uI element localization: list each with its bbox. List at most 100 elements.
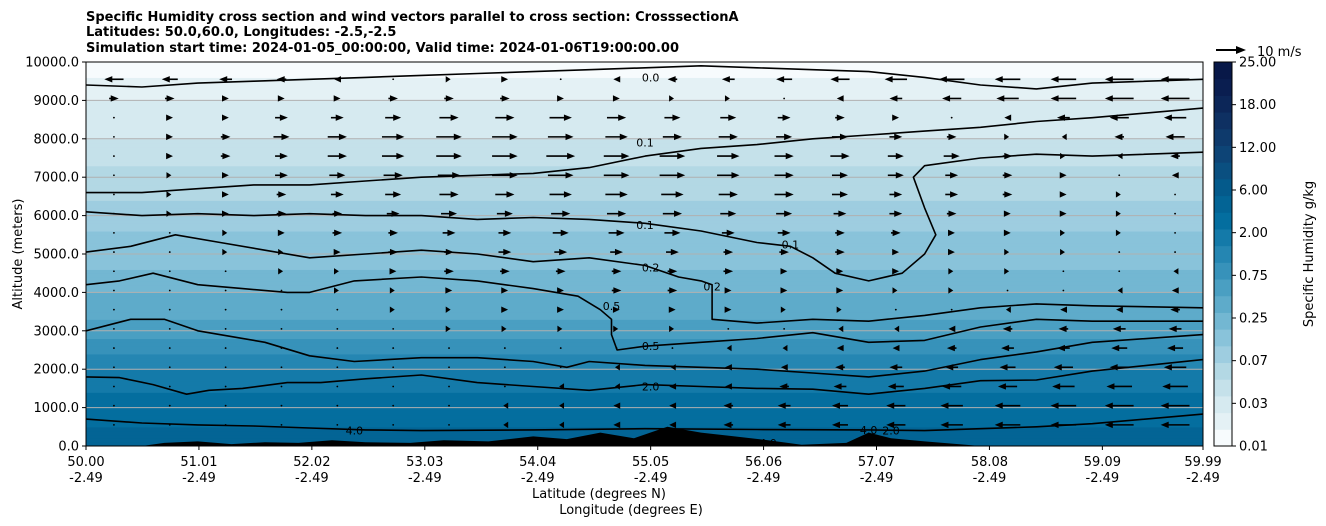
wind-vector-head — [1173, 268, 1179, 275]
wind-vector-head — [557, 287, 564, 294]
wind-vector — [1109, 364, 1129, 371]
colorbar-segment — [1214, 412, 1232, 430]
wind-vector-head — [784, 210, 793, 217]
wind-vector-head — [1168, 325, 1177, 333]
wind-vector-head — [894, 191, 903, 198]
wind-vector — [221, 114, 229, 121]
wind-vector — [224, 270, 227, 273]
wind-vector — [606, 210, 627, 217]
wind-vector — [948, 268, 954, 275]
wind-vector — [166, 133, 173, 141]
wind-vector — [774, 172, 794, 179]
wind-vector — [1104, 421, 1134, 429]
colorbar-segment — [1214, 128, 1232, 146]
humidity-band — [86, 257, 1203, 263]
wind-vector — [334, 268, 339, 275]
wind-vector — [280, 289, 283, 292]
wind-vector-head — [830, 76, 839, 83]
wind-vector — [779, 248, 789, 256]
wind-vector-head — [831, 421, 840, 429]
wind-vector-head — [1050, 402, 1059, 409]
wind-vector — [392, 423, 395, 426]
humidity-band — [86, 158, 1203, 163]
wind-vector-head — [445, 268, 454, 275]
wind-vector-head — [1060, 306, 1068, 313]
humidity-band — [86, 365, 1203, 370]
humidity-band — [86, 307, 1203, 313]
x-tick-label-longitude: -2.49 — [1186, 471, 1220, 486]
wind-vector-head — [278, 191, 287, 198]
wind-vector — [894, 308, 897, 311]
humidity-band — [86, 204, 1203, 209]
colorbar-segment — [1214, 279, 1232, 297]
humidity-band — [86, 104, 1203, 109]
humidity-band — [86, 265, 1203, 270]
wind-vector-head — [1117, 287, 1123, 294]
wind-vector — [887, 383, 904, 390]
x-tick-label-longitude: -2.49 — [408, 471, 442, 486]
wind-vector — [662, 133, 683, 141]
wind-vector-head — [445, 76, 451, 83]
y-tick-label: 0.0 — [58, 440, 79, 455]
wind-vector — [496, 210, 513, 217]
wind-vector-head — [836, 114, 845, 121]
y-tick-label: 10000.0 — [25, 56, 79, 71]
wind-vector-head — [1163, 364, 1172, 371]
colorbar-segment — [1214, 312, 1232, 330]
humidity-band — [86, 165, 1203, 171]
wind-vector-head — [670, 364, 676, 371]
wind-vector — [113, 289, 115, 292]
humidity-band — [86, 142, 1203, 148]
wind-vector — [605, 133, 628, 141]
wind-vector — [950, 116, 953, 119]
wind-vector-head — [613, 287, 622, 294]
wind-vector-head — [222, 248, 228, 256]
humidity-band — [86, 292, 1203, 297]
wind-vector — [385, 114, 402, 121]
wind-vector — [612, 306, 620, 313]
humidity-band — [86, 300, 1203, 305]
humidity-band — [86, 415, 1203, 420]
wind-vector-head — [946, 344, 955, 352]
wind-vector-head — [721, 76, 730, 83]
wind-vector — [614, 364, 620, 371]
wind-vector-head — [836, 344, 844, 352]
wind-vector-head — [1115, 191, 1121, 198]
x-tick-label-longitude: -2.49 — [295, 471, 329, 486]
humidity-band — [86, 346, 1203, 351]
x-axis-label-latitude: Latitude (degrees N) — [532, 487, 666, 502]
wind-vector — [605, 191, 628, 198]
wind-vector-head — [836, 248, 845, 256]
wind-vector — [833, 383, 847, 390]
wind-vector-head — [104, 76, 113, 83]
humidity-band — [86, 211, 1203, 217]
wind-vector — [276, 76, 287, 83]
wind-vector-head — [334, 210, 343, 217]
wind-vector-head — [450, 191, 459, 198]
wind-vector — [109, 95, 119, 102]
wind-vector — [783, 327, 786, 330]
wind-vector-head — [503, 421, 509, 429]
wind-vector — [444, 268, 454, 275]
wind-vector — [1112, 325, 1126, 333]
wind-vector-head — [503, 229, 512, 237]
wind-vector-head — [1163, 114, 1172, 121]
wind-vector-head — [445, 95, 454, 102]
wind-vector-head — [777, 402, 786, 409]
wind-vector-head — [504, 210, 513, 217]
wind-vector — [448, 366, 450, 369]
humidity-band — [86, 288, 1203, 293]
wind-vector — [1111, 344, 1128, 352]
wind-vector-head — [1052, 383, 1061, 390]
wind-vector-head — [726, 344, 732, 352]
wind-vector-head — [110, 95, 119, 102]
wind-vector — [780, 306, 786, 313]
colorbar-tick-label: 6.00 — [1239, 184, 1268, 199]
wind-vector — [501, 287, 509, 294]
wind-key-label: 10 m/s — [1257, 45, 1302, 60]
wind-vector — [278, 268, 284, 275]
wind-vector — [503, 366, 506, 369]
wind-vector — [1109, 114, 1129, 121]
wind-vector — [1059, 172, 1067, 179]
wind-vector-head — [1050, 95, 1059, 102]
